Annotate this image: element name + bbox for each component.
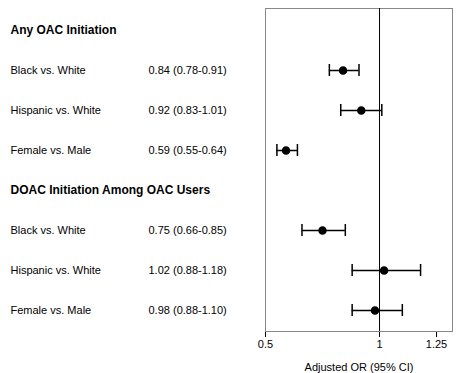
svg-text:1.25: 1.25 — [426, 338, 447, 350]
svg-text:Black vs. White: Black vs. White — [11, 64, 86, 76]
svg-text:DOAC Initiation Among OAC User: DOAC Initiation Among OAC Users — [11, 183, 211, 197]
svg-text:0.75 (0.66-0.85): 0.75 (0.66-0.85) — [149, 224, 227, 236]
svg-text:0.92 (0.83-1.01): 0.92 (0.83-1.01) — [149, 104, 227, 116]
svg-text:1: 1 — [376, 338, 382, 350]
svg-text:1.02 (0.88-1.18): 1.02 (0.88-1.18) — [149, 264, 227, 276]
svg-text:Female vs. Male: Female vs. Male — [11, 304, 92, 316]
svg-text:Hispanic vs. White: Hispanic vs. White — [11, 104, 101, 116]
svg-text:Adjusted OR (95% CI): Adjusted OR (95% CI) — [305, 361, 414, 373]
svg-text:Black vs. White: Black vs. White — [11, 224, 86, 236]
svg-text:0.84 (0.78-0.91): 0.84 (0.78-0.91) — [149, 64, 227, 76]
svg-text:Hispanic vs. White: Hispanic vs. White — [11, 264, 101, 276]
svg-text:0.98 (0.88-1.10): 0.98 (0.88-1.10) — [149, 304, 227, 316]
svg-text:0.5: 0.5 — [258, 338, 273, 350]
svg-text:Female vs. Male: Female vs. Male — [11, 144, 92, 156]
svg-text:Any OAC Initiation: Any OAC Initiation — [11, 23, 117, 37]
svg-text:0.59 (0.55-0.64): 0.59 (0.55-0.64) — [149, 144, 227, 156]
